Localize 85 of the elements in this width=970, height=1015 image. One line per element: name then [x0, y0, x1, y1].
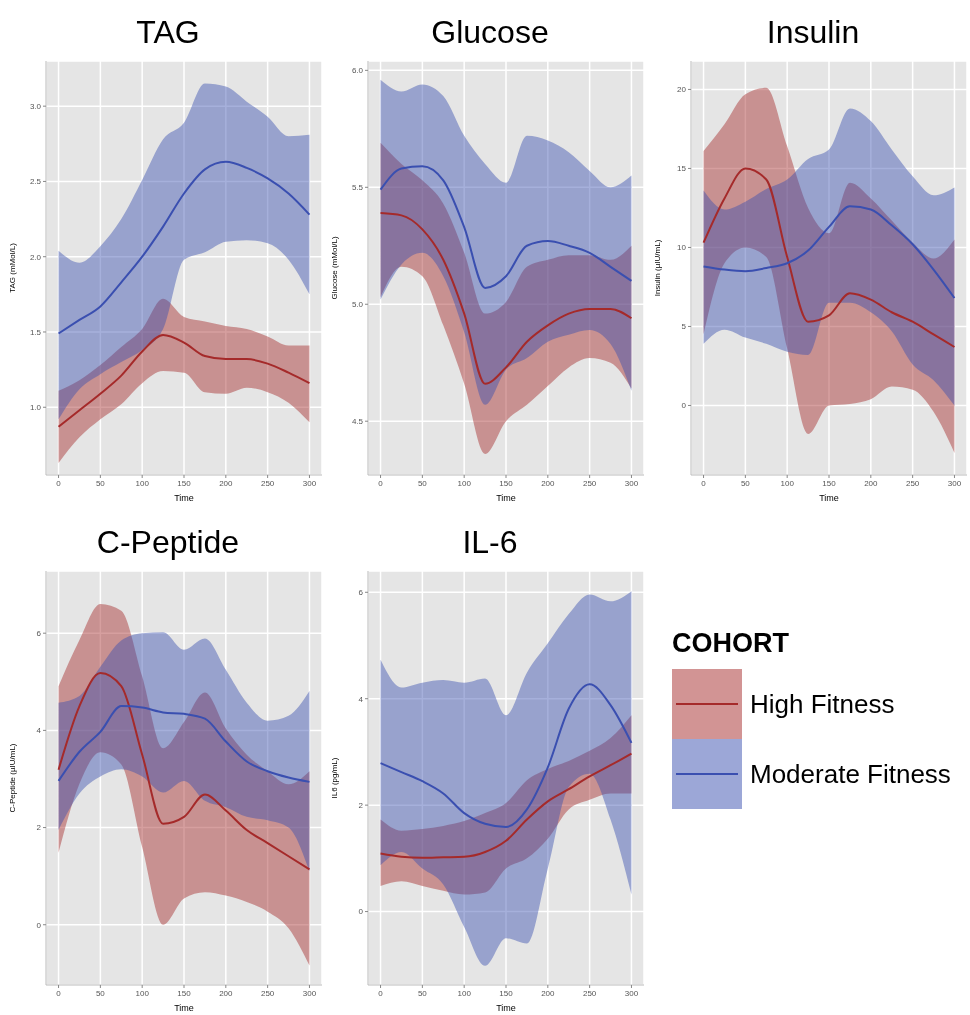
y-tick-label: 3.0	[29, 102, 42, 111]
line-series	[57, 333, 311, 428]
chart-title: Insulin	[765, 13, 861, 52]
x-tick-label: 200	[541, 478, 556, 488]
x-axis-title: Time	[174, 493, 194, 503]
x-tick-label: 100	[780, 478, 795, 488]
y-tick-label: 2	[36, 823, 42, 833]
x-tick-label: 100	[135, 988, 150, 998]
x-tick-label: 50	[417, 988, 428, 998]
x-tick-label: 50	[417, 478, 428, 488]
x-tick-label: 300	[947, 478, 962, 488]
x-tick-label: 250	[582, 478, 597, 488]
x-tick-label: 0	[378, 988, 384, 998]
chart-title: TAG	[135, 13, 201, 52]
chart-title: IL-6	[461, 523, 519, 562]
x-tick-label: 200	[541, 988, 556, 998]
x-tick-label: 300	[302, 478, 317, 488]
line-series	[57, 705, 311, 783]
line-series	[57, 160, 311, 335]
x-axis-title: Time	[496, 1003, 516, 1013]
legend-label: High Fitness	[750, 688, 895, 720]
y-tick-label: 15	[677, 164, 687, 174]
y-tick-label: 6	[36, 629, 42, 639]
y-tick-label: 5.5	[351, 183, 364, 193]
y-tick-label: 5.0	[351, 300, 364, 310]
x-tick-label: 0	[56, 478, 62, 488]
line-series	[57, 672, 311, 871]
x-tick-label: 300	[302, 988, 317, 998]
y-axis-title: Glucose (mMol/L)	[329, 236, 339, 300]
x-axis-title: Time	[174, 1003, 194, 1013]
y-tick-label: 1.5	[29, 327, 42, 337]
x-tick-label: 0	[56, 988, 62, 998]
chart-title: C-Peptide	[95, 523, 241, 562]
y-tick-label: 0	[358, 907, 364, 917]
y-tick-label: 20	[677, 85, 687, 95]
y-tick-label: 0	[36, 920, 42, 930]
x-tick-label: 0	[701, 478, 707, 488]
x-tick-label: 300	[624, 988, 639, 998]
y-axis-title: Insulin (µIU/mL)	[652, 239, 662, 297]
x-tick-label: 150	[177, 478, 192, 488]
y-tick-label: 4	[36, 726, 42, 736]
line-series	[379, 212, 633, 385]
x-tick-label: 250	[260, 988, 275, 998]
y-axis-title: C-Peptide (µIU/mL)	[7, 743, 17, 813]
y-tick-label: 10	[677, 243, 687, 253]
line-series	[702, 205, 956, 300]
x-tick-label: 200	[864, 478, 879, 488]
x-axis-title: Time	[496, 493, 516, 503]
y-tick-label: 4.5	[351, 417, 364, 427]
x-tick-label: 100	[135, 478, 150, 488]
x-tick-label: 300	[624, 478, 639, 488]
x-tick-label: 50	[95, 988, 106, 998]
line-series	[379, 683, 633, 828]
y-tick-label: 1.0	[29, 403, 42, 413]
y-tick-label: 2.5	[29, 177, 42, 187]
x-tick-label: 50	[740, 478, 751, 488]
x-tick-label: 0	[378, 478, 384, 488]
line-series	[379, 752, 633, 859]
line-series	[702, 167, 956, 349]
y-tick-label: 6	[358, 588, 364, 598]
x-tick-label: 150	[499, 988, 514, 998]
chart-title: Glucose	[430, 13, 550, 52]
y-axis-title: IL6 (pg/mL)	[329, 757, 339, 799]
y-tick-label: 4	[358, 694, 364, 704]
y-axis-title: TAG (mMol/L)	[7, 242, 17, 293]
legend-label: Moderate Fitness	[750, 758, 951, 790]
x-tick-label: 100	[457, 988, 472, 998]
x-axis-title: Time	[819, 493, 839, 503]
x-tick-label: 250	[260, 478, 275, 488]
x-tick-label: 150	[822, 478, 837, 488]
x-tick-label: 200	[219, 478, 234, 488]
y-tick-label: 6.0	[351, 66, 364, 76]
x-tick-label: 150	[177, 988, 192, 998]
y-tick-label: 0	[681, 401, 687, 411]
x-tick-label: 250	[582, 988, 597, 998]
y-tick-label: 2.0	[29, 252, 42, 262]
y-tick-label: 2	[358, 800, 364, 810]
x-tick-label: 150	[499, 478, 514, 488]
y-tick-label: 5	[681, 322, 687, 332]
line-series	[379, 165, 633, 289]
legend-title: COHORT	[672, 628, 790, 659]
x-tick-label: 100	[457, 478, 472, 488]
x-tick-label: 50	[95, 478, 106, 488]
x-tick-label: 250	[905, 478, 920, 488]
x-tick-label: 200	[219, 988, 234, 998]
